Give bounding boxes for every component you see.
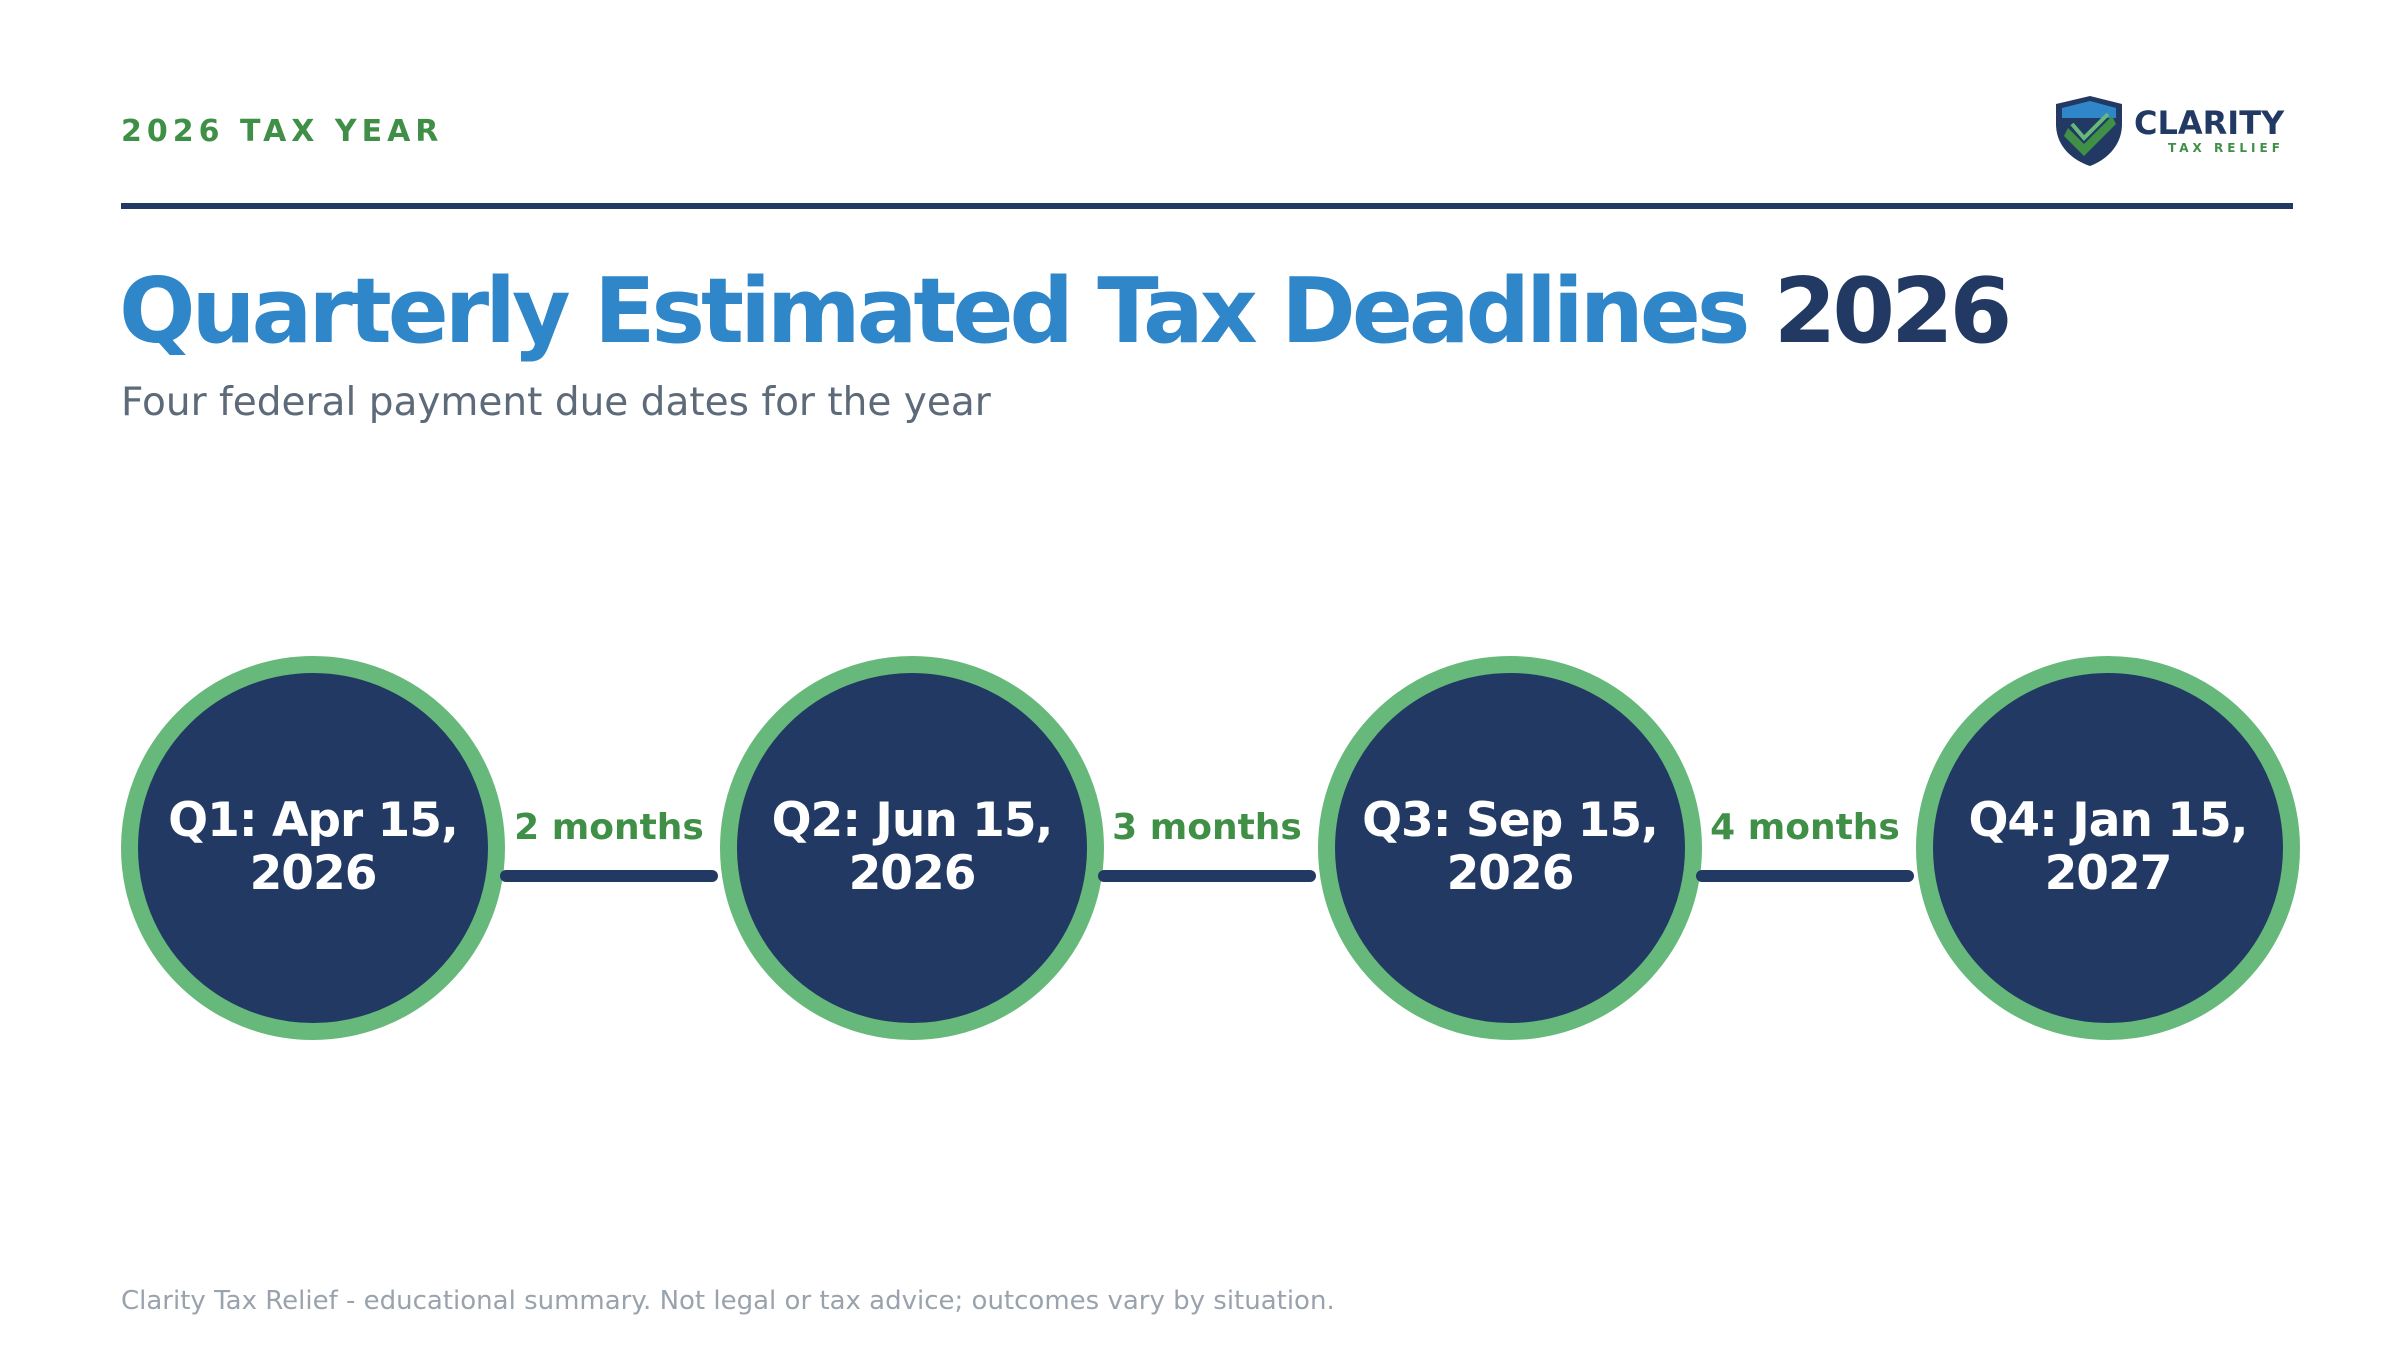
footer-disclaimer: Clarity Tax Relief - educational summary…	[121, 1286, 1335, 1316]
timeline-node-label: Q2: Jun 15, 2026	[771, 793, 1054, 901]
shield-check-icon	[2056, 96, 2122, 166]
timeline-node-label: Q3: Sep 15, 2026	[1362, 793, 1659, 901]
timeline-node-label: Q4: Jan 15, 2027	[1968, 793, 2248, 901]
header-divider	[121, 203, 2293, 209]
connector-label-1: 2 months	[514, 807, 704, 848]
timeline-node-q2: Q2: Jun 15, 2026	[720, 656, 1104, 1040]
timeline-node-q4: Q4: Jan 15, 2027	[1916, 656, 2300, 1040]
eyebrow-label: 2026 TAX YEAR	[121, 114, 444, 149]
logo-subtitle: TAX RELIEF	[2168, 141, 2284, 155]
timeline-node-q3: Q3: Sep 15, 2026	[1318, 656, 1702, 1040]
connector-line-2	[1098, 870, 1316, 882]
connector-line-3	[1696, 870, 1914, 882]
page-title-main: Quarterly Estimated Tax Deadlines	[119, 259, 1750, 364]
connector-line-1	[500, 870, 718, 882]
page-title-year: 2026	[1773, 259, 2012, 364]
logo-name: CLARITY	[2134, 104, 2285, 142]
timeline-node-q1: Q1: Apr 15, 2026	[121, 656, 505, 1040]
brand-logo: CLARITY TAX RELIEF	[2050, 94, 2290, 170]
page-title: Quarterly Estimated Tax Deadlines 2026	[119, 259, 2012, 364]
connector-label-2: 3 months	[1112, 807, 1302, 848]
timeline-node-label: Q1: Apr 15, 2026	[168, 793, 459, 901]
page-subtitle: Four federal payment due dates for the y…	[121, 380, 991, 425]
connector-label-3: 4 months	[1710, 807, 1900, 848]
